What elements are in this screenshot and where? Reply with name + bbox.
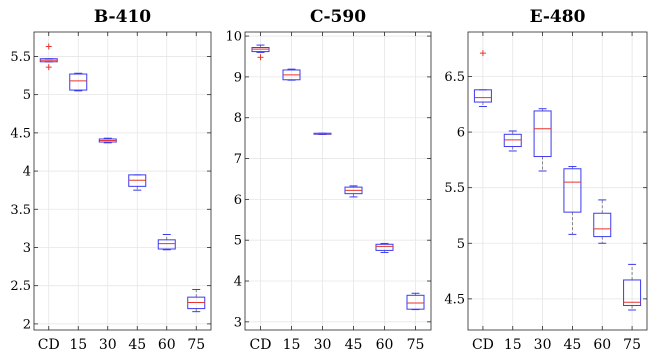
x-category-label: 15: [504, 337, 522, 353]
y-tick-label: 10: [225, 30, 242, 45]
y-tick-label: 5: [457, 237, 465, 252]
box-45: [128, 174, 147, 191]
x-category-label: 75: [187, 337, 205, 353]
box-30: [313, 132, 332, 135]
x-category-label: 45: [128, 337, 146, 353]
axes-frame: [33, 31, 212, 331]
outlier-marker: [479, 50, 486, 57]
panel-title: E-480: [530, 7, 586, 27]
axes-frame: [467, 31, 648, 331]
box-60: [157, 233, 176, 251]
x-category-label: 45: [345, 337, 363, 353]
y-tick-label: 5.5: [444, 181, 465, 196]
x-category-label: 60: [593, 337, 611, 353]
box-45: [563, 166, 582, 235]
box-15: [69, 72, 88, 92]
box-15: [282, 68, 301, 81]
y-tick-label: 6.5: [444, 70, 465, 85]
box-15: [503, 130, 522, 152]
outlier-marker: [45, 43, 52, 50]
iqr-box: [473, 89, 492, 103]
y-tick-label: 9: [234, 70, 242, 85]
axes-frame: [244, 31, 432, 331]
y-tick-label: 7: [234, 152, 242, 167]
box-75: [187, 289, 206, 313]
iqr-box: [503, 133, 522, 148]
box-30: [533, 108, 552, 172]
y-tick-label: 4.5: [444, 292, 465, 307]
iqr-box: [593, 212, 612, 238]
x-category-label: CD: [38, 337, 60, 353]
panel-0: 2 2.5 3 3.5 4 4.5 5 5.5 CD 15 30 45 60 75 B-410: [10, 7, 212, 353]
x-category-label: 75: [623, 337, 641, 353]
iqr-box: [406, 294, 425, 310]
y-tick-label: 2.5: [10, 279, 31, 294]
iqr-box: [623, 279, 642, 307]
y-tick-label: 5: [234, 234, 242, 249]
box-75: [406, 292, 425, 311]
box-60: [375, 242, 394, 253]
x-category-label: 30: [99, 337, 117, 353]
y-tick-label: 3.5: [10, 203, 31, 218]
iqr-box: [69, 73, 88, 91]
box-75: [623, 263, 642, 311]
box-CD: [39, 43, 58, 71]
box-45: [344, 185, 363, 198]
box-CD: [251, 44, 270, 61]
iqr-box: [375, 243, 394, 251]
x-category-label: CD: [250, 337, 272, 353]
outlier-marker: [257, 54, 264, 61]
y-tick-label: 4: [234, 275, 242, 290]
x-category-label: 15: [283, 337, 301, 353]
iqr-box: [563, 168, 582, 213]
outlier-marker: [45, 64, 52, 71]
box-60: [593, 199, 612, 244]
x-category-label: 30: [534, 337, 552, 353]
x-category-label: 75: [407, 337, 425, 353]
x-category-label: 60: [376, 337, 394, 353]
x-category-label: 30: [314, 337, 332, 353]
y-tick-label: 6: [234, 193, 242, 208]
iqr-box: [533, 110, 552, 158]
x-category-label: 45: [564, 337, 582, 353]
panel-2: 4.5 5 5.5 6 6.5 CD 15 30 45 60 75 E-480: [444, 7, 648, 353]
y-tick-label: 5: [23, 88, 31, 103]
y-tick-label: 2: [23, 317, 31, 332]
iqr-box: [157, 239, 176, 250]
panel-title: B-410: [94, 7, 151, 27]
y-tick-label: 8: [234, 111, 242, 126]
box-CD: [473, 50, 492, 107]
y-tick-label: 3: [23, 241, 31, 256]
y-tick-label: 3: [234, 315, 242, 330]
panel-title: C-590: [310, 7, 366, 27]
x-category-label: CD: [472, 337, 494, 353]
y-tick-label: 4.5: [10, 126, 31, 141]
y-tick-label: 4: [23, 165, 31, 180]
y-tick-label: 6: [457, 126, 465, 141]
y-tick-label: 5.5: [10, 50, 31, 65]
box-30: [98, 137, 117, 144]
x-category-label: 15: [69, 337, 87, 353]
x-category-label: 60: [158, 337, 176, 353]
